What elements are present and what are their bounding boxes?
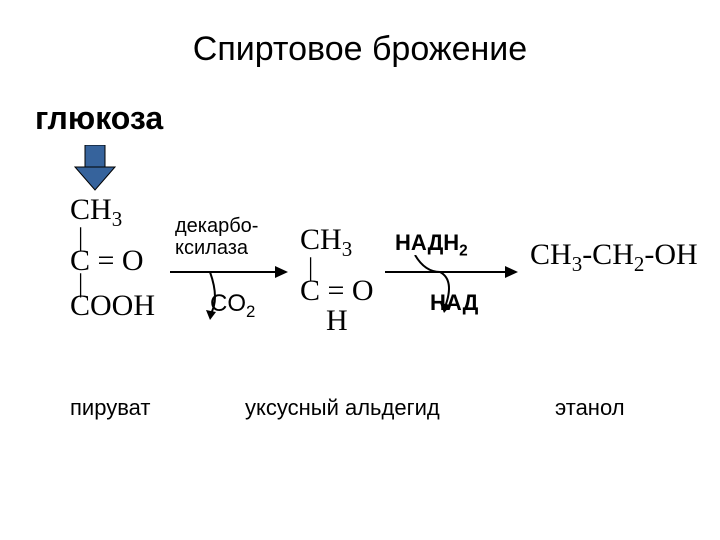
diagram-title: Спиртовое брожение	[0, 30, 720, 69]
enzyme-l1: декарбо-	[175, 215, 258, 237]
f1-cooh: COOH	[70, 291, 155, 321]
reaction-arrow-2	[385, 255, 520, 325]
f2-co: C = O	[300, 276, 374, 306]
pyruvate-formula: CH3 | C = O | COOH	[70, 195, 155, 321]
f1-ch3: CH3	[70, 193, 122, 226]
enzyme-l2: ксилаза	[175, 237, 248, 259]
acetaldehyde-formula: CH3 | C = O H	[300, 225, 374, 336]
pyruvate-name: пируват	[70, 395, 150, 421]
down-arrow-icon	[70, 145, 120, 195]
co2-label: CO2	[210, 290, 255, 322]
ethanol-formula: CH3-CH2-OH	[530, 240, 698, 275]
ethanol-name: этанол	[555, 395, 625, 421]
acetaldehyde-name: уксусный альдегид	[245, 395, 440, 421]
enzyme-label: декарбо- ксилаза	[175, 215, 258, 259]
f2-ch3: CH3	[300, 223, 352, 256]
f2-h: H	[326, 306, 374, 336]
glucose-label: глюкоза	[35, 100, 163, 137]
